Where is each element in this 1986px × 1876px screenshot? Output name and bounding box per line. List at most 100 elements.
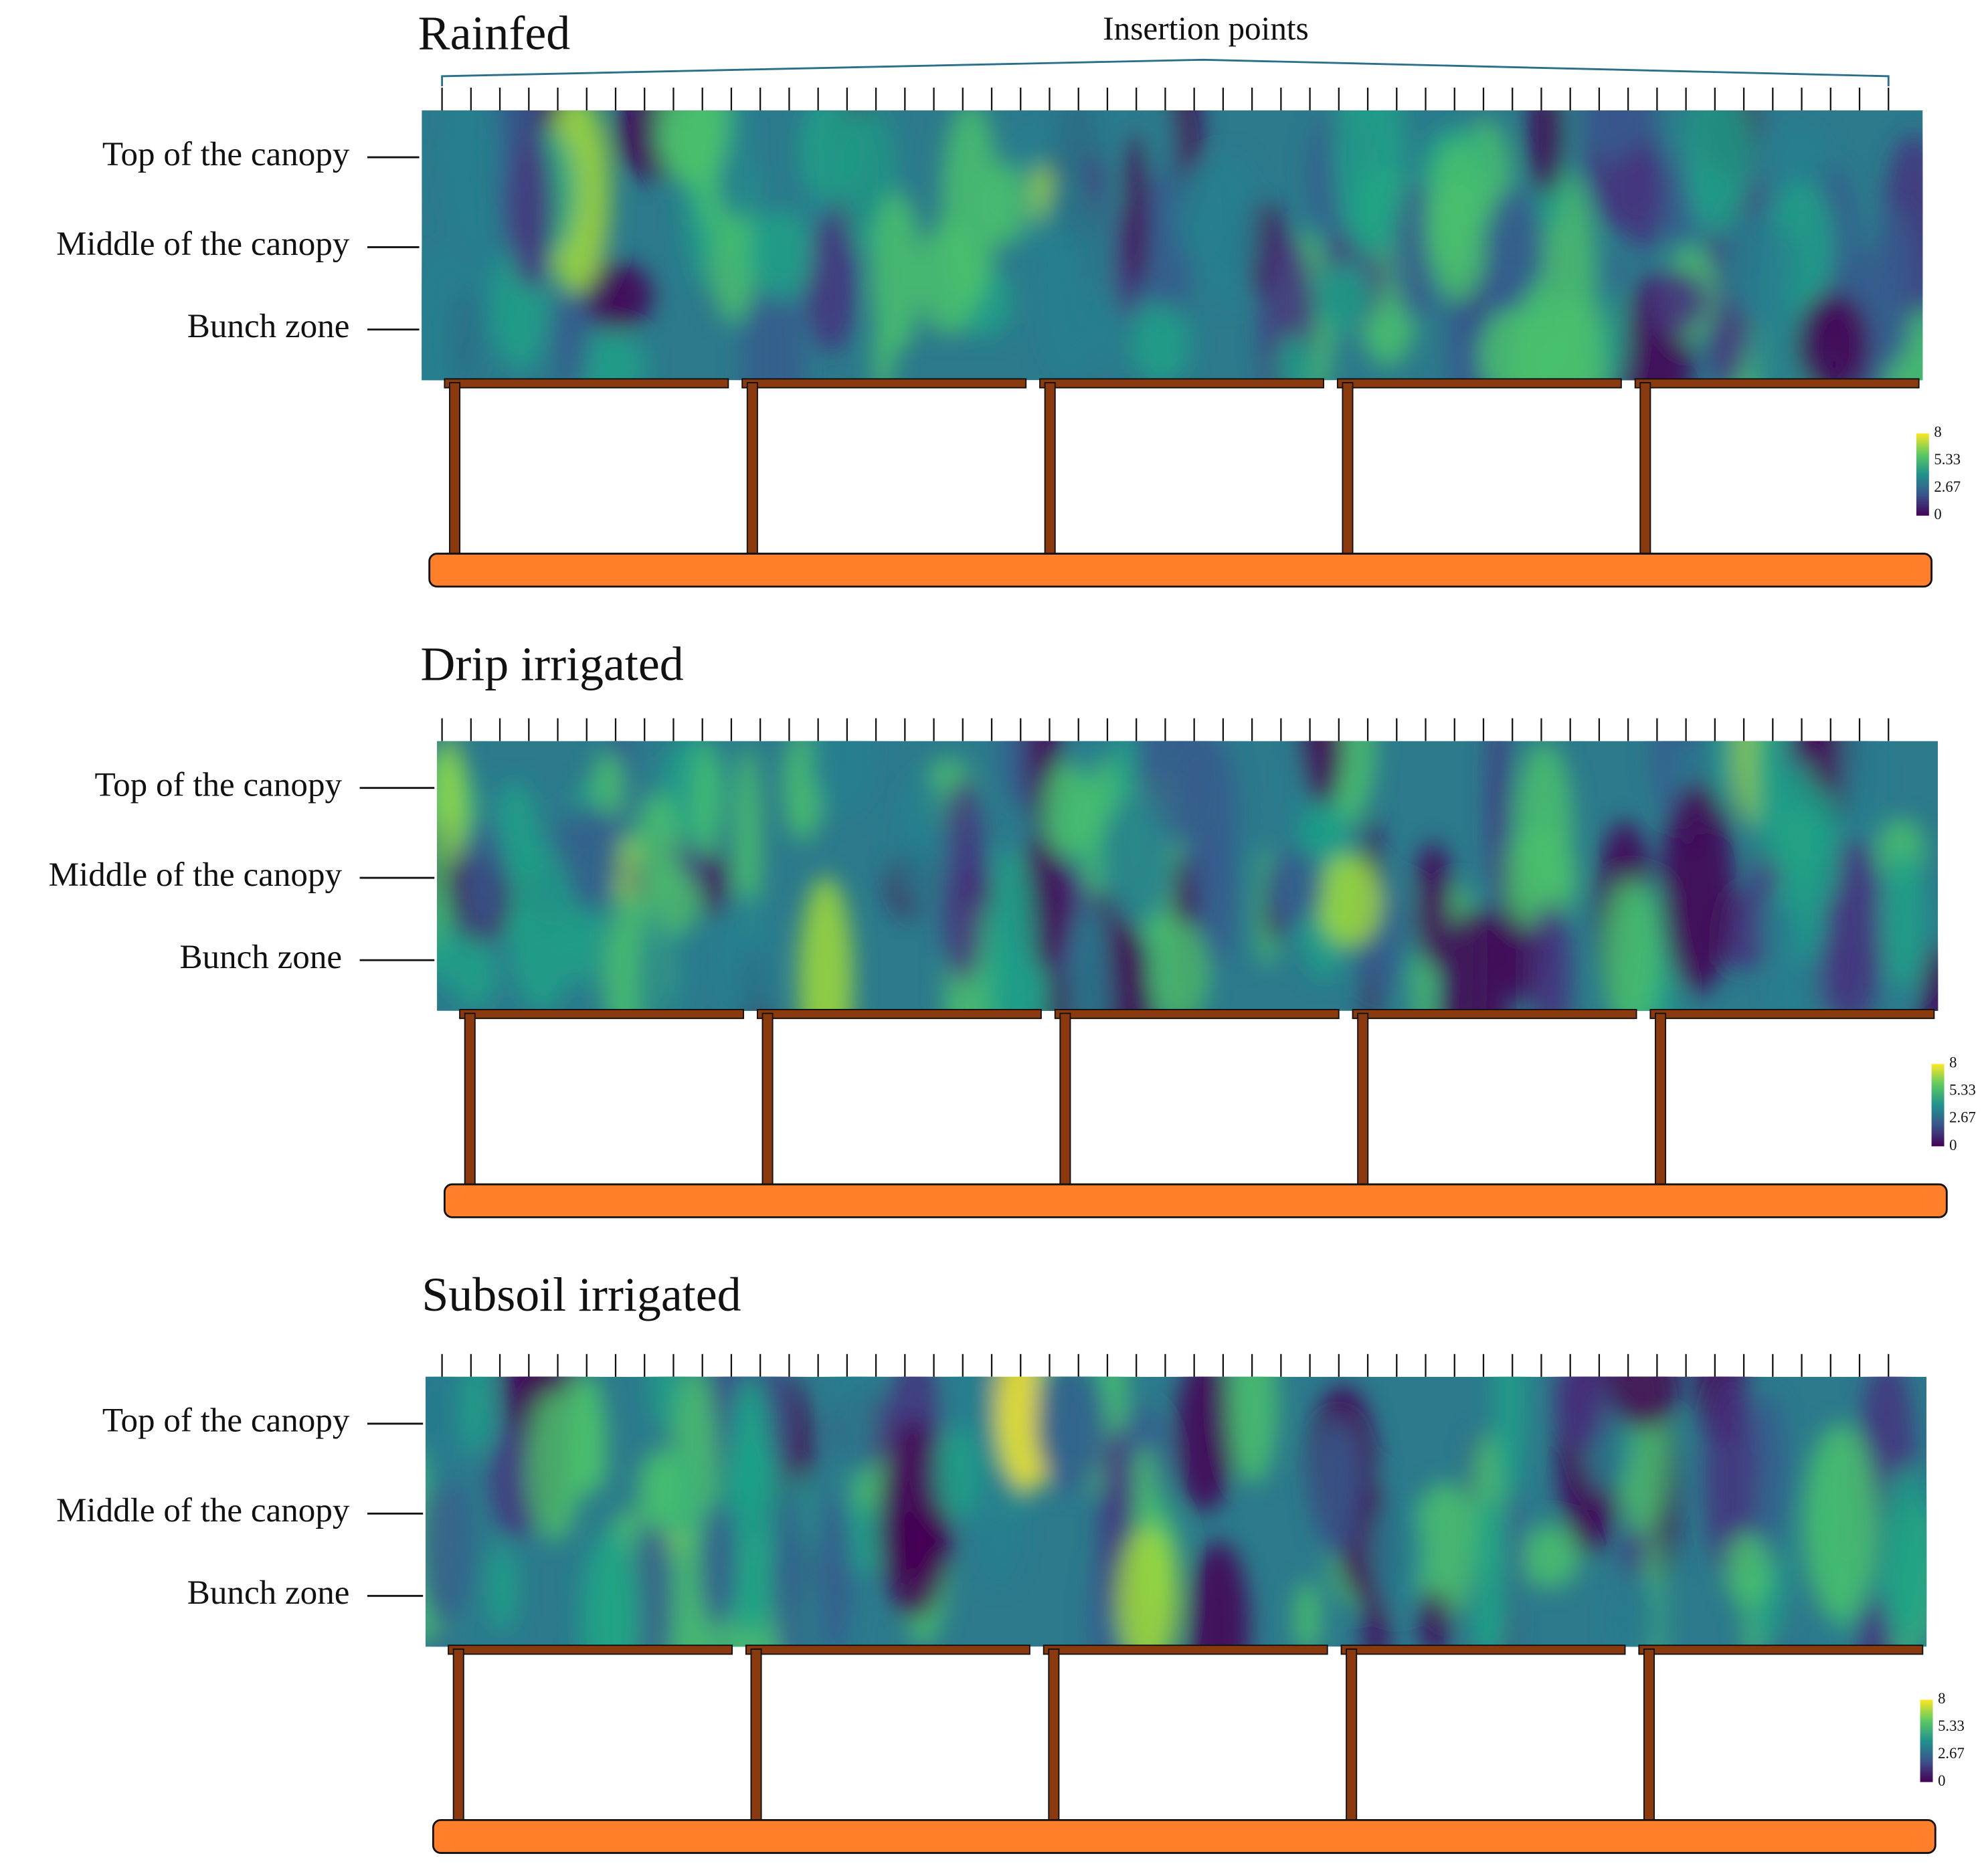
heatmap-blobs <box>426 1376 1927 1647</box>
heatmap-blob <box>1264 847 1324 925</box>
row-label: Top of the canopy <box>102 135 350 173</box>
heatmap-blob <box>984 163 1028 246</box>
heatmap-blobs <box>437 741 1938 1011</box>
trellis-post <box>1639 382 1651 559</box>
trellis-post <box>1048 1648 1060 1824</box>
heatmap-blob <box>1528 110 1565 197</box>
heatmap-blob <box>640 909 666 1011</box>
heatmap-blob <box>460 1376 491 1456</box>
heatmap-blob <box>732 1386 769 1513</box>
heatmap-blob <box>1605 284 1628 381</box>
heatmap-blob <box>1684 110 1752 236</box>
heatmap-blob <box>1181 741 1238 893</box>
panel-title: Drip irrigated <box>420 637 683 690</box>
heatmap-blob <box>449 937 498 1010</box>
heatmap-blob <box>1872 205 1916 365</box>
heatmap-blob <box>1411 1481 1478 1618</box>
colorbar-label: 5.33 <box>1949 1082 1976 1099</box>
heatmap-blob <box>702 850 729 918</box>
heatmap-blob <box>553 282 590 381</box>
heatmap-blob <box>1034 175 1105 381</box>
colorbar-label: 8 <box>1934 424 1941 440</box>
heatmap-blob <box>733 745 762 939</box>
ground <box>432 1818 1936 1855</box>
heatmap-blob <box>1468 1587 1506 1647</box>
heatmap-blob <box>559 805 623 912</box>
heatmap-blob <box>1880 850 1927 990</box>
heatmap-blob <box>1878 1467 1927 1645</box>
heatmap-blob <box>979 1468 1019 1584</box>
heatmap-blob <box>463 813 504 936</box>
heatmap-blob <box>1116 1527 1180 1647</box>
colorbar-label: 2.67 <box>1938 1745 1965 1762</box>
heatmap-blob <box>1149 919 1210 1011</box>
row-label: Bunch zone <box>179 938 342 976</box>
heatmap-blob <box>1314 1418 1362 1559</box>
trellis-bar <box>1340 1645 1626 1655</box>
trellis-bar <box>1649 1009 1935 1020</box>
heatmap-blob <box>1034 1376 1107 1492</box>
colorbar-label: 5.33 <box>1934 451 1961 468</box>
heatmap-blob <box>656 110 731 189</box>
trellis-bar <box>1638 1645 1924 1655</box>
heatmap-blob <box>1751 741 1785 868</box>
trellis-bar <box>1043 1645 1328 1655</box>
heatmap-blob <box>1554 1376 1607 1450</box>
heatmap-blob <box>809 741 876 816</box>
heatmap-blobs <box>422 110 1923 381</box>
heatmap-blob <box>1773 905 1805 1011</box>
heatmap-blob <box>1485 187 1544 310</box>
heatmap-blob <box>1746 1393 1788 1575</box>
heatmap-blob <box>1803 1423 1878 1622</box>
heatmap-blob <box>1099 796 1174 926</box>
heatmap-blob <box>772 1489 808 1647</box>
heatmap-blob <box>440 110 503 246</box>
heatmap-blob <box>918 221 980 335</box>
heatmap <box>426 1376 1927 1647</box>
colorbar <box>1916 433 1929 516</box>
heatmap-blob <box>834 1376 877 1482</box>
heatmap-blob <box>486 1543 518 1634</box>
heatmap-blob <box>1643 268 1708 334</box>
heatmap-blob <box>1043 761 1091 858</box>
colorbar-label: 8 <box>1949 1054 1957 1071</box>
heatmap <box>422 110 1923 381</box>
heatmap-blob <box>870 192 923 353</box>
annotation: Insertion points <box>1103 10 1308 47</box>
heatmap-blob <box>713 894 777 1011</box>
heatmap-blob <box>1661 781 1734 994</box>
heatmap-blob <box>1530 901 1572 1011</box>
heatmap-blob <box>1447 304 1477 381</box>
heatmap-blob <box>1809 788 1841 907</box>
heatmap-blob <box>1317 854 1382 947</box>
heatmap-blob <box>1047 110 1115 198</box>
heatmap-blob <box>933 1426 979 1521</box>
trellis-bar <box>448 1645 733 1655</box>
trellis-post <box>1044 382 1056 559</box>
heatmap-blob <box>1613 1569 1659 1647</box>
colorbar-label: 2.67 <box>1949 1109 1976 1126</box>
heatmap-blob <box>426 1464 471 1625</box>
heatmap-blob <box>799 110 862 204</box>
heatmap-blob <box>1608 1376 1680 1429</box>
heatmap-blob <box>1067 900 1113 1011</box>
bracket <box>441 58 1890 87</box>
heatmap-blob <box>1722 213 1797 321</box>
trellis-bar <box>1054 1009 1340 1020</box>
heatmap-blob <box>1601 878 1661 1011</box>
heatmap-blob <box>1426 138 1491 302</box>
row-label: Top of the canopy <box>94 765 342 804</box>
heatmap-blob <box>1123 132 1150 292</box>
colorbar-label: 0 <box>1949 1137 1957 1153</box>
heatmap-blob <box>798 876 853 1011</box>
heatmap-blob <box>1725 1532 1771 1608</box>
trellis-post <box>449 382 461 559</box>
trellis-post <box>452 1648 464 1824</box>
heatmap-blob <box>573 330 647 381</box>
row-label: Bunch zone <box>187 1574 350 1612</box>
heatmap-blob <box>1369 1494 1424 1611</box>
heatmap-blob <box>1152 110 1176 181</box>
trellis-post <box>1342 382 1354 559</box>
trellis-post <box>761 1012 774 1189</box>
